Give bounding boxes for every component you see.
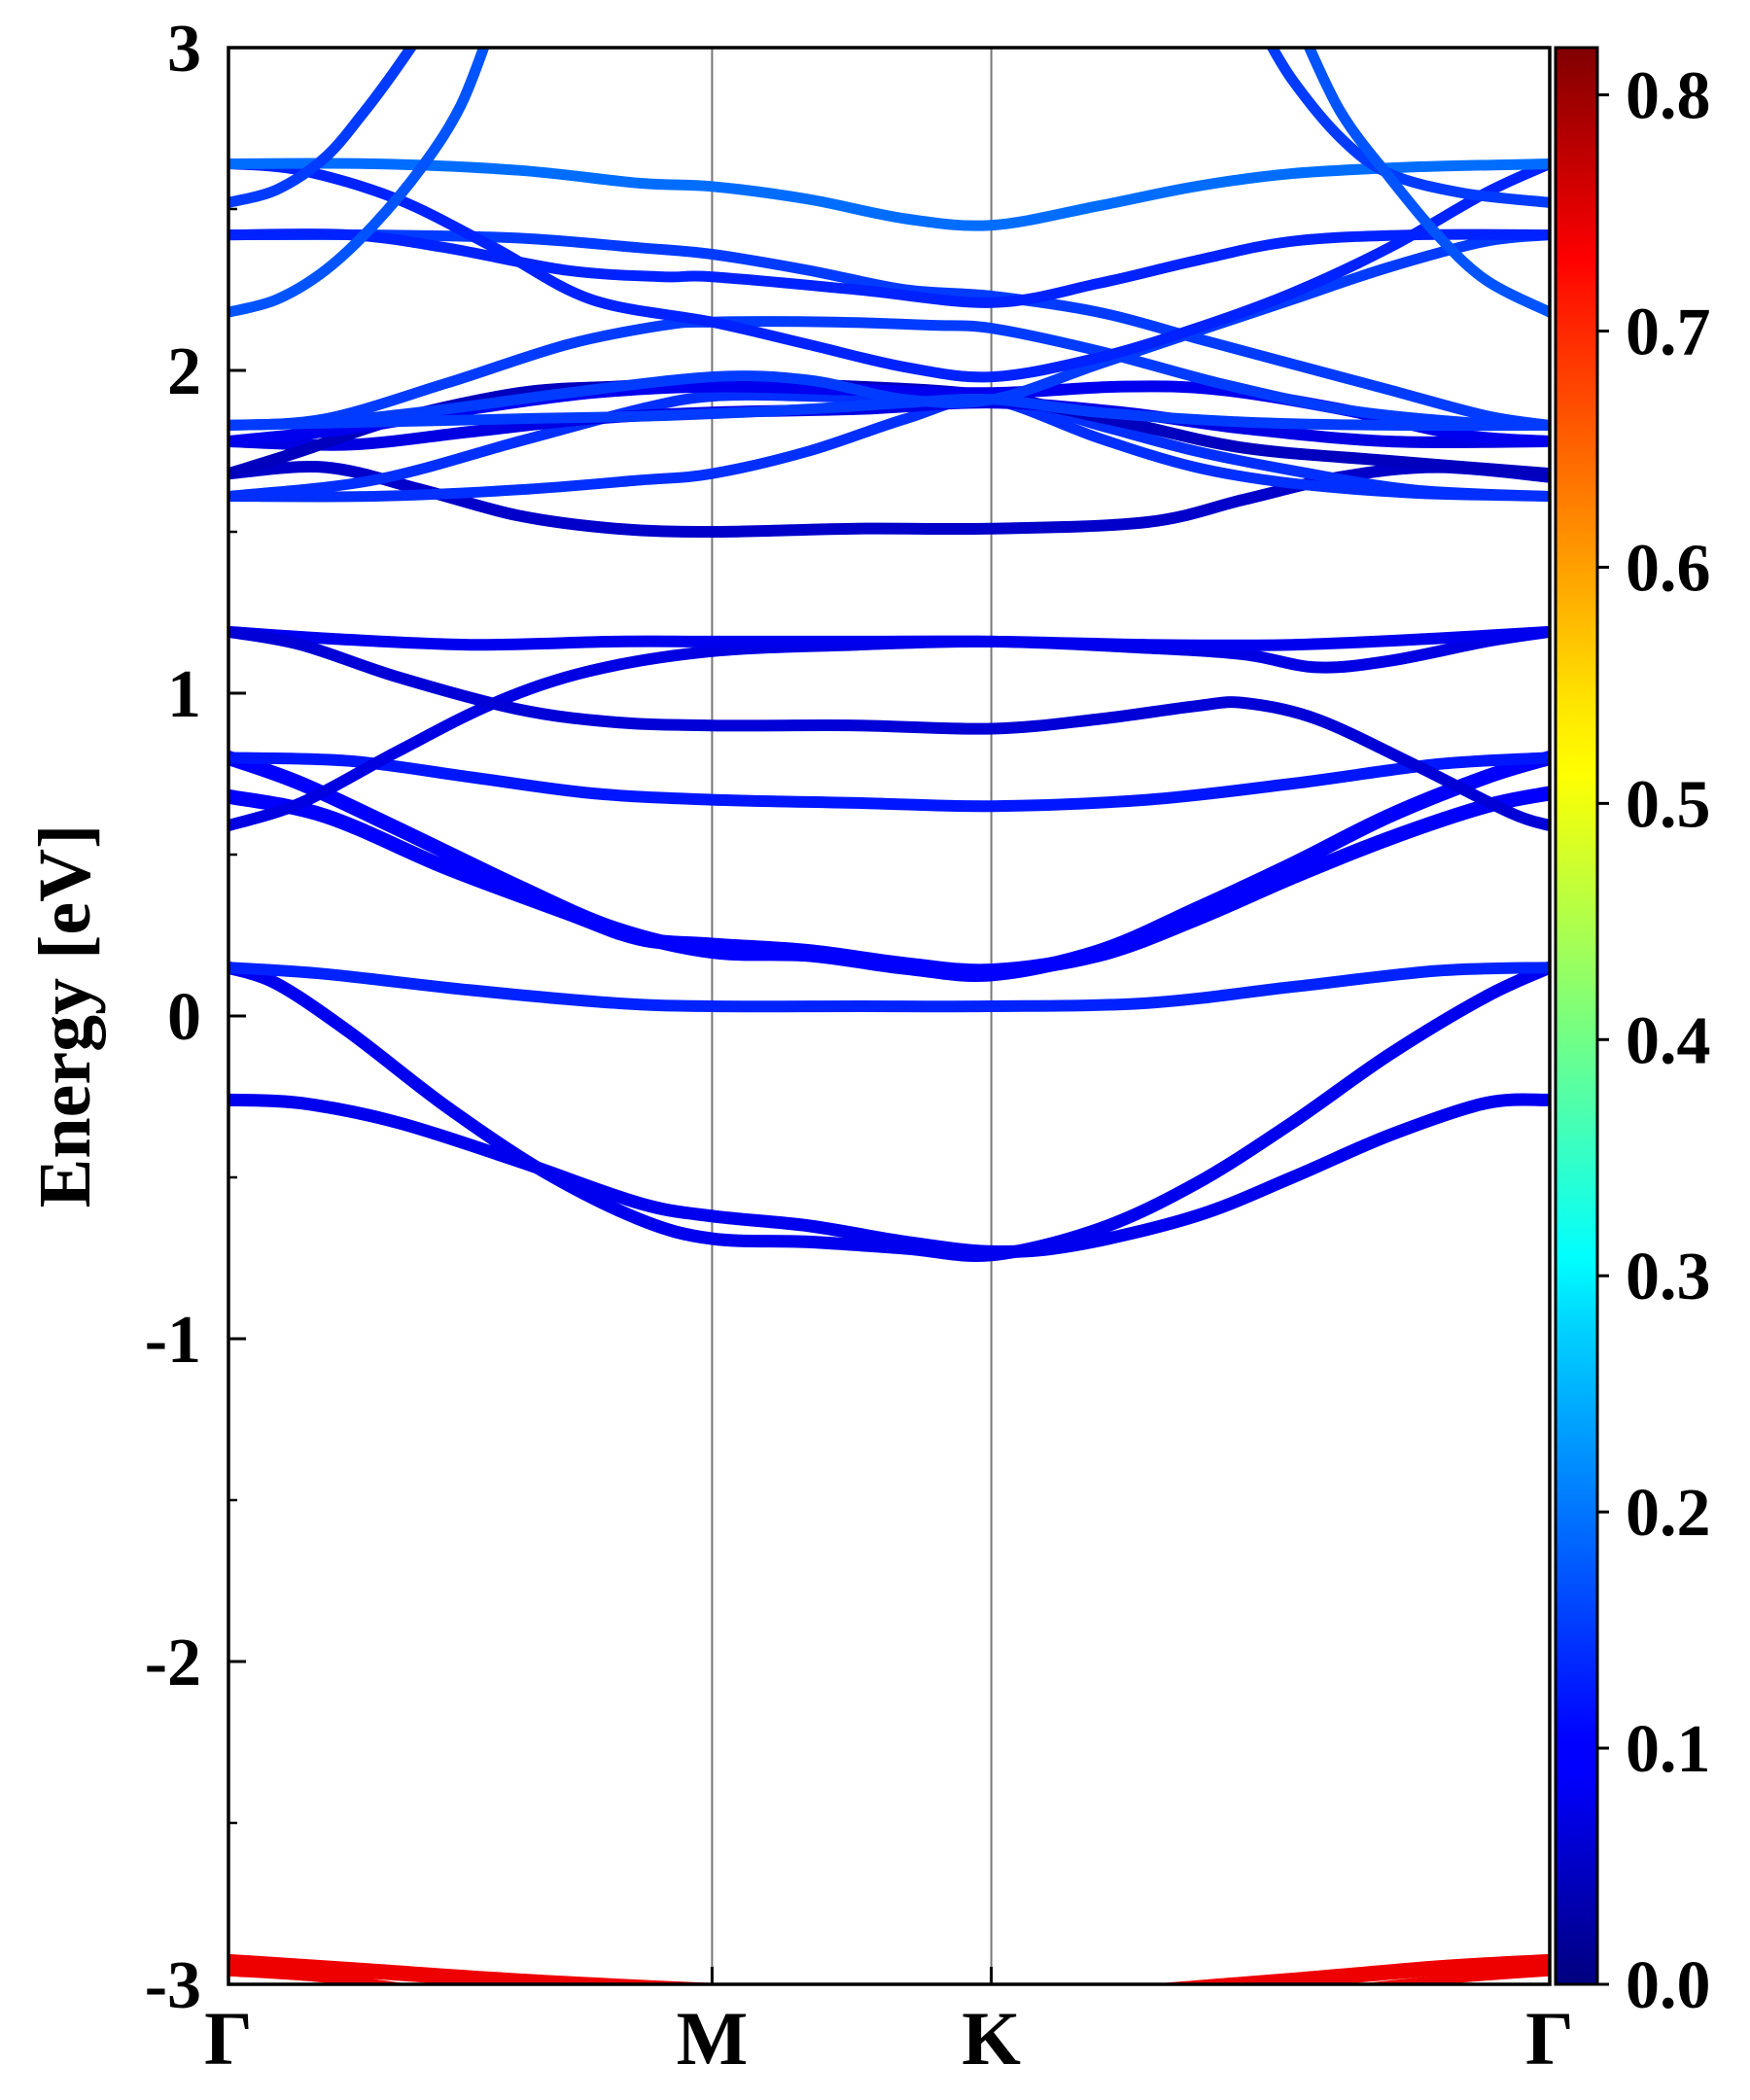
colorbar-ticks: 0.0 0.1 0.2 0.3 0.4 0.5 0.6 0.7 0.8 bbox=[1597, 59, 1711, 2023]
band-line-1 bbox=[228, 1966, 411, 1984]
band-lines bbox=[228, 48, 1550, 1984]
y-tick-label: 0 bbox=[167, 980, 201, 1055]
colorbar-tick-label: 0.4 bbox=[1626, 1003, 1711, 1078]
band-line-3 bbox=[228, 1093, 1550, 1258]
band-line-19 bbox=[228, 316, 1550, 431]
colorbar-tick-label: 0.5 bbox=[1626, 767, 1711, 842]
band-line-10 bbox=[228, 625, 1550, 651]
y-tick-label: 1 bbox=[167, 657, 201, 732]
kpoint-label: K bbox=[962, 1996, 1021, 2081]
band-line-8 bbox=[228, 752, 1550, 813]
band-line-20 bbox=[228, 229, 1550, 431]
band-line-7 bbox=[228, 750, 1550, 983]
kpoint-label: Γ bbox=[204, 1996, 253, 2081]
y-axis-ticks: 3 2 1 0 -1 -2 -3 bbox=[145, 12, 246, 2023]
colorbar-tick-label: 0.8 bbox=[1626, 59, 1711, 134]
colorbar bbox=[1554, 46, 1599, 1986]
band-line-27 bbox=[1266, 48, 1550, 208]
band-line-5 bbox=[228, 962, 1550, 1013]
band-line-28 bbox=[1303, 48, 1550, 318]
band-line-6 bbox=[228, 786, 1550, 979]
band-line-24 bbox=[228, 158, 1550, 231]
colorbar-tick-label: 0.0 bbox=[1626, 1948, 1711, 2023]
band-line-11 bbox=[228, 625, 1550, 832]
band-line-25 bbox=[228, 48, 490, 318]
band-line-23 bbox=[228, 158, 1550, 383]
band-line-26 bbox=[228, 48, 418, 208]
colorbar-tick-label: 0.7 bbox=[1626, 296, 1711, 370]
y-tick-label: -1 bbox=[145, 1303, 201, 1378]
band-line-0 bbox=[228, 1953, 1550, 1984]
colorbar-tick-label: 0.1 bbox=[1626, 1712, 1711, 1787]
y-axis-label: Energy [eV] bbox=[24, 824, 106, 1208]
colorbar-tick-label: 0.2 bbox=[1626, 1476, 1711, 1551]
y-tick-label: 2 bbox=[167, 334, 201, 409]
high-symmetry-lines bbox=[711, 48, 993, 1984]
band-line-21 bbox=[228, 228, 1550, 431]
plot-frame bbox=[227, 46, 1552, 1986]
y-tick-label: -3 bbox=[145, 1948, 201, 2023]
band-line-22 bbox=[228, 228, 1550, 308]
kpoint-label: Γ bbox=[1525, 1996, 1574, 2081]
colorbar-tick-label: 0.6 bbox=[1626, 531, 1711, 606]
kpoint-label: M bbox=[677, 1996, 749, 2081]
y-tick-label: 3 bbox=[167, 12, 201, 87]
band-line-13 bbox=[228, 391, 1550, 503]
band-line-2 bbox=[1354, 1966, 1550, 1984]
colorbar-tick-label: 0.3 bbox=[1626, 1240, 1711, 1314]
band-line-4 bbox=[228, 961, 1550, 1262]
y-tick-label: -2 bbox=[145, 1626, 201, 1700]
